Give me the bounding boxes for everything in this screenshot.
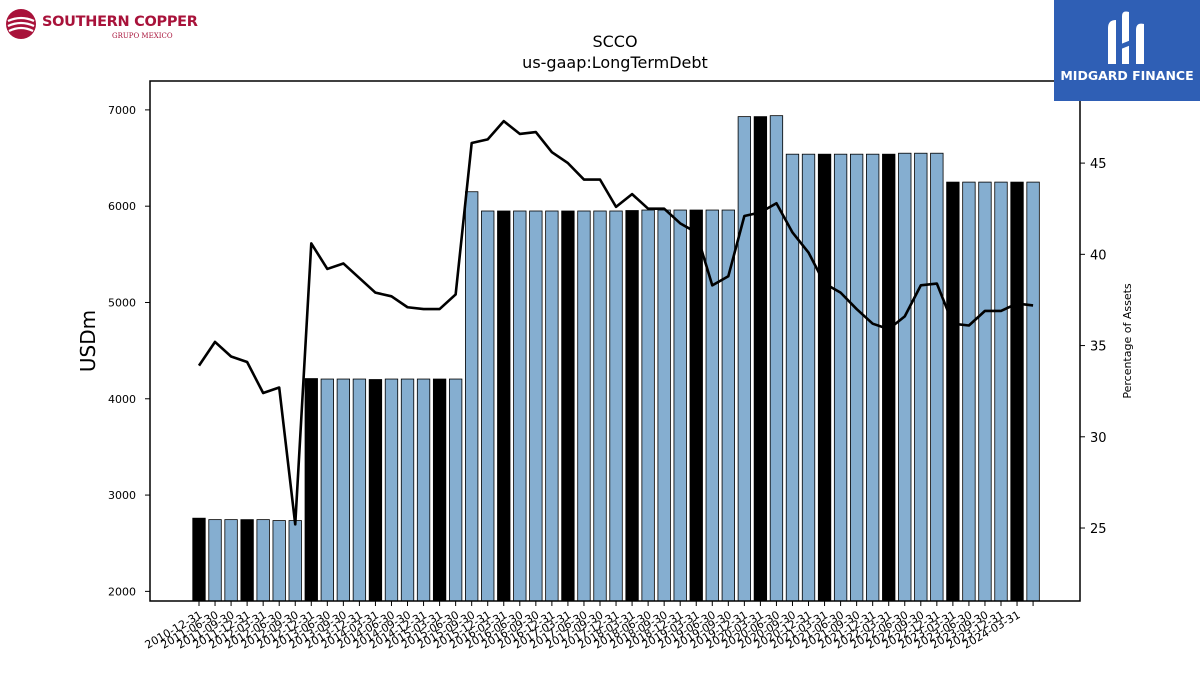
bar — [882, 153, 896, 602]
percent-of-assets-line — [197, 119, 1034, 526]
bar — [416, 378, 431, 602]
bar — [448, 378, 463, 602]
bar — [817, 153, 832, 602]
bar — [352, 378, 367, 602]
bar — [336, 378, 351, 602]
bar — [529, 210, 543, 602]
bar — [240, 519, 254, 602]
midgard-emblem-icon — [1108, 11, 1144, 65]
bar — [256, 519, 270, 602]
logo-left-name: SOUTHERN COPPER — [42, 14, 198, 30]
bar — [625, 210, 639, 602]
bar — [689, 209, 703, 602]
line-layer — [197, 119, 1034, 526]
y2-tick-label: 25 — [1090, 522, 1107, 537]
bar — [978, 181, 992, 602]
bar — [481, 210, 495, 602]
y2-axis-label: Percentage of Assets — [1121, 283, 1134, 399]
plot-frame — [149, 80, 1081, 602]
bar — [994, 181, 1008, 602]
bar — [465, 191, 479, 602]
chart-title: SCCO — [592, 32, 638, 51]
bar — [914, 152, 928, 602]
y2-tick-label: 45 — [1090, 157, 1107, 172]
bar — [513, 210, 527, 602]
y-axis-label: USDm — [76, 310, 100, 372]
bar — [368, 379, 383, 602]
y2-tick-label: 40 — [1090, 248, 1107, 263]
bar — [657, 209, 671, 602]
bar — [384, 378, 399, 602]
bar — [801, 153, 816, 602]
bar — [545, 210, 559, 602]
bar — [224, 519, 238, 602]
bar — [769, 115, 784, 602]
midgard-finance-logo: MIDGARD FINANCE — [1054, 0, 1200, 101]
southern-copper-emblem-icon — [6, 9, 36, 39]
bar — [962, 181, 976, 602]
y-tick-label: 5000 — [108, 296, 136, 309]
bar — [272, 520, 286, 602]
bar — [641, 209, 655, 602]
y-tick-label: 3000 — [108, 489, 136, 502]
y-tick-label: 2000 — [108, 585, 136, 598]
southern-copper-logo: SOUTHERN COPPER GRUPO MEXICO — [4, 4, 204, 44]
bar — [721, 209, 735, 602]
bar — [785, 153, 800, 602]
chart-subtitle: us-gaap:LongTermDebt — [522, 53, 708, 72]
bar — [753, 116, 768, 602]
logo-left-sub: GRUPO MEXICO — [112, 32, 173, 40]
bar — [1010, 181, 1024, 602]
bar — [288, 520, 302, 602]
bar — [946, 181, 960, 602]
y2-tick-label: 30 — [1090, 431, 1107, 446]
y-axis-right: 25 30 35 40 45 — [1080, 157, 1107, 537]
bar — [497, 210, 511, 602]
bar — [849, 153, 864, 602]
bar — [577, 210, 591, 602]
bar — [320, 378, 334, 602]
bar — [866, 153, 880, 602]
y-tick-label: 6000 — [108, 200, 136, 213]
bar — [400, 378, 415, 602]
bar — [192, 517, 206, 602]
bar — [673, 209, 687, 602]
bars-layer — [192, 115, 1040, 602]
y2-tick-label: 35 — [1090, 340, 1107, 355]
y-tick-label: 4000 — [108, 393, 136, 406]
bar — [898, 152, 912, 602]
bar — [609, 210, 623, 602]
bar — [1026, 181, 1040, 602]
bar — [737, 116, 752, 602]
y-tick-label: 7000 — [108, 104, 136, 117]
bar — [833, 153, 848, 602]
bar — [561, 210, 575, 602]
bar — [208, 519, 222, 602]
logo-right-name: MIDGARD FINANCE — [1060, 68, 1194, 83]
bar — [593, 210, 607, 602]
bar — [930, 152, 944, 602]
bar — [432, 378, 447, 602]
x-axis: 2010-12-312011-06-302011-09-302011-12-31… — [143, 601, 1034, 652]
bar — [304, 378, 318, 602]
y-axis-left: 2000 3000 4000 5000 6000 7000 — [108, 104, 150, 598]
